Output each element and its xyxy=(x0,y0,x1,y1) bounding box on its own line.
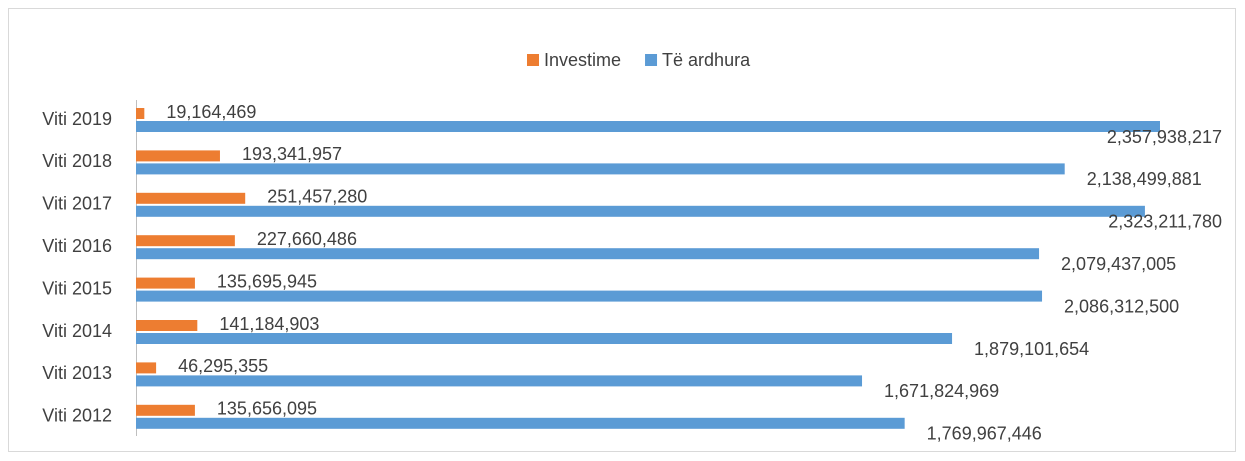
data-label: 19,164,469 xyxy=(166,102,256,122)
bar xyxy=(136,404,195,416)
y-tick-label: Viti 2016 xyxy=(42,236,112,256)
bar xyxy=(136,235,235,247)
legend-swatch xyxy=(527,54,539,66)
data-label: 2,086,312,500 xyxy=(1064,296,1179,316)
data-label: 135,695,945 xyxy=(217,271,317,291)
data-label: 227,660,486 xyxy=(257,229,357,249)
legend-label: Të ardhura xyxy=(662,50,751,70)
bar xyxy=(136,375,863,387)
data-label: 2,323,211,780 xyxy=(1108,212,1222,232)
bar xyxy=(136,121,1160,132)
bar xyxy=(136,362,157,374)
data-label: 251,457,280 xyxy=(267,187,367,207)
data-label: 2,357,938,217 xyxy=(1107,127,1222,147)
y-tick-label: Viti 2019 xyxy=(42,109,112,129)
bar xyxy=(136,290,1043,302)
data-label: 1,879,101,654 xyxy=(974,339,1089,359)
data-label: 2,138,499,881 xyxy=(1087,169,1202,189)
legend-swatch xyxy=(645,54,658,66)
data-label: 46,295,355 xyxy=(178,356,268,376)
bar xyxy=(136,108,145,119)
y-tick-label: Viti 2012 xyxy=(42,406,112,426)
bar xyxy=(136,333,953,344)
bar xyxy=(136,150,220,162)
data-label: 193,341,957 xyxy=(242,144,342,164)
bar xyxy=(136,163,1065,175)
bar xyxy=(136,248,1040,260)
bar xyxy=(136,320,198,331)
bar xyxy=(136,277,195,289)
bar xyxy=(136,417,905,429)
legend-label: Investime xyxy=(544,50,621,70)
y-tick-label: Viti 2013 xyxy=(42,363,112,383)
y-tick-label: Viti 2017 xyxy=(42,194,112,214)
y-tick-label: Viti 2015 xyxy=(42,278,112,298)
bar xyxy=(136,192,246,204)
data-label: 135,656,095 xyxy=(217,399,317,419)
y-tick-label: Viti 2014 xyxy=(42,321,112,341)
data-label: 1,769,967,446 xyxy=(927,424,1042,444)
data-label: 2,079,437,005 xyxy=(1061,254,1176,274)
data-label: 1,671,824,969 xyxy=(884,381,999,401)
y-tick-label: Viti 2018 xyxy=(42,151,112,171)
bar xyxy=(136,205,1145,217)
data-label: 141,184,903 xyxy=(219,314,319,334)
